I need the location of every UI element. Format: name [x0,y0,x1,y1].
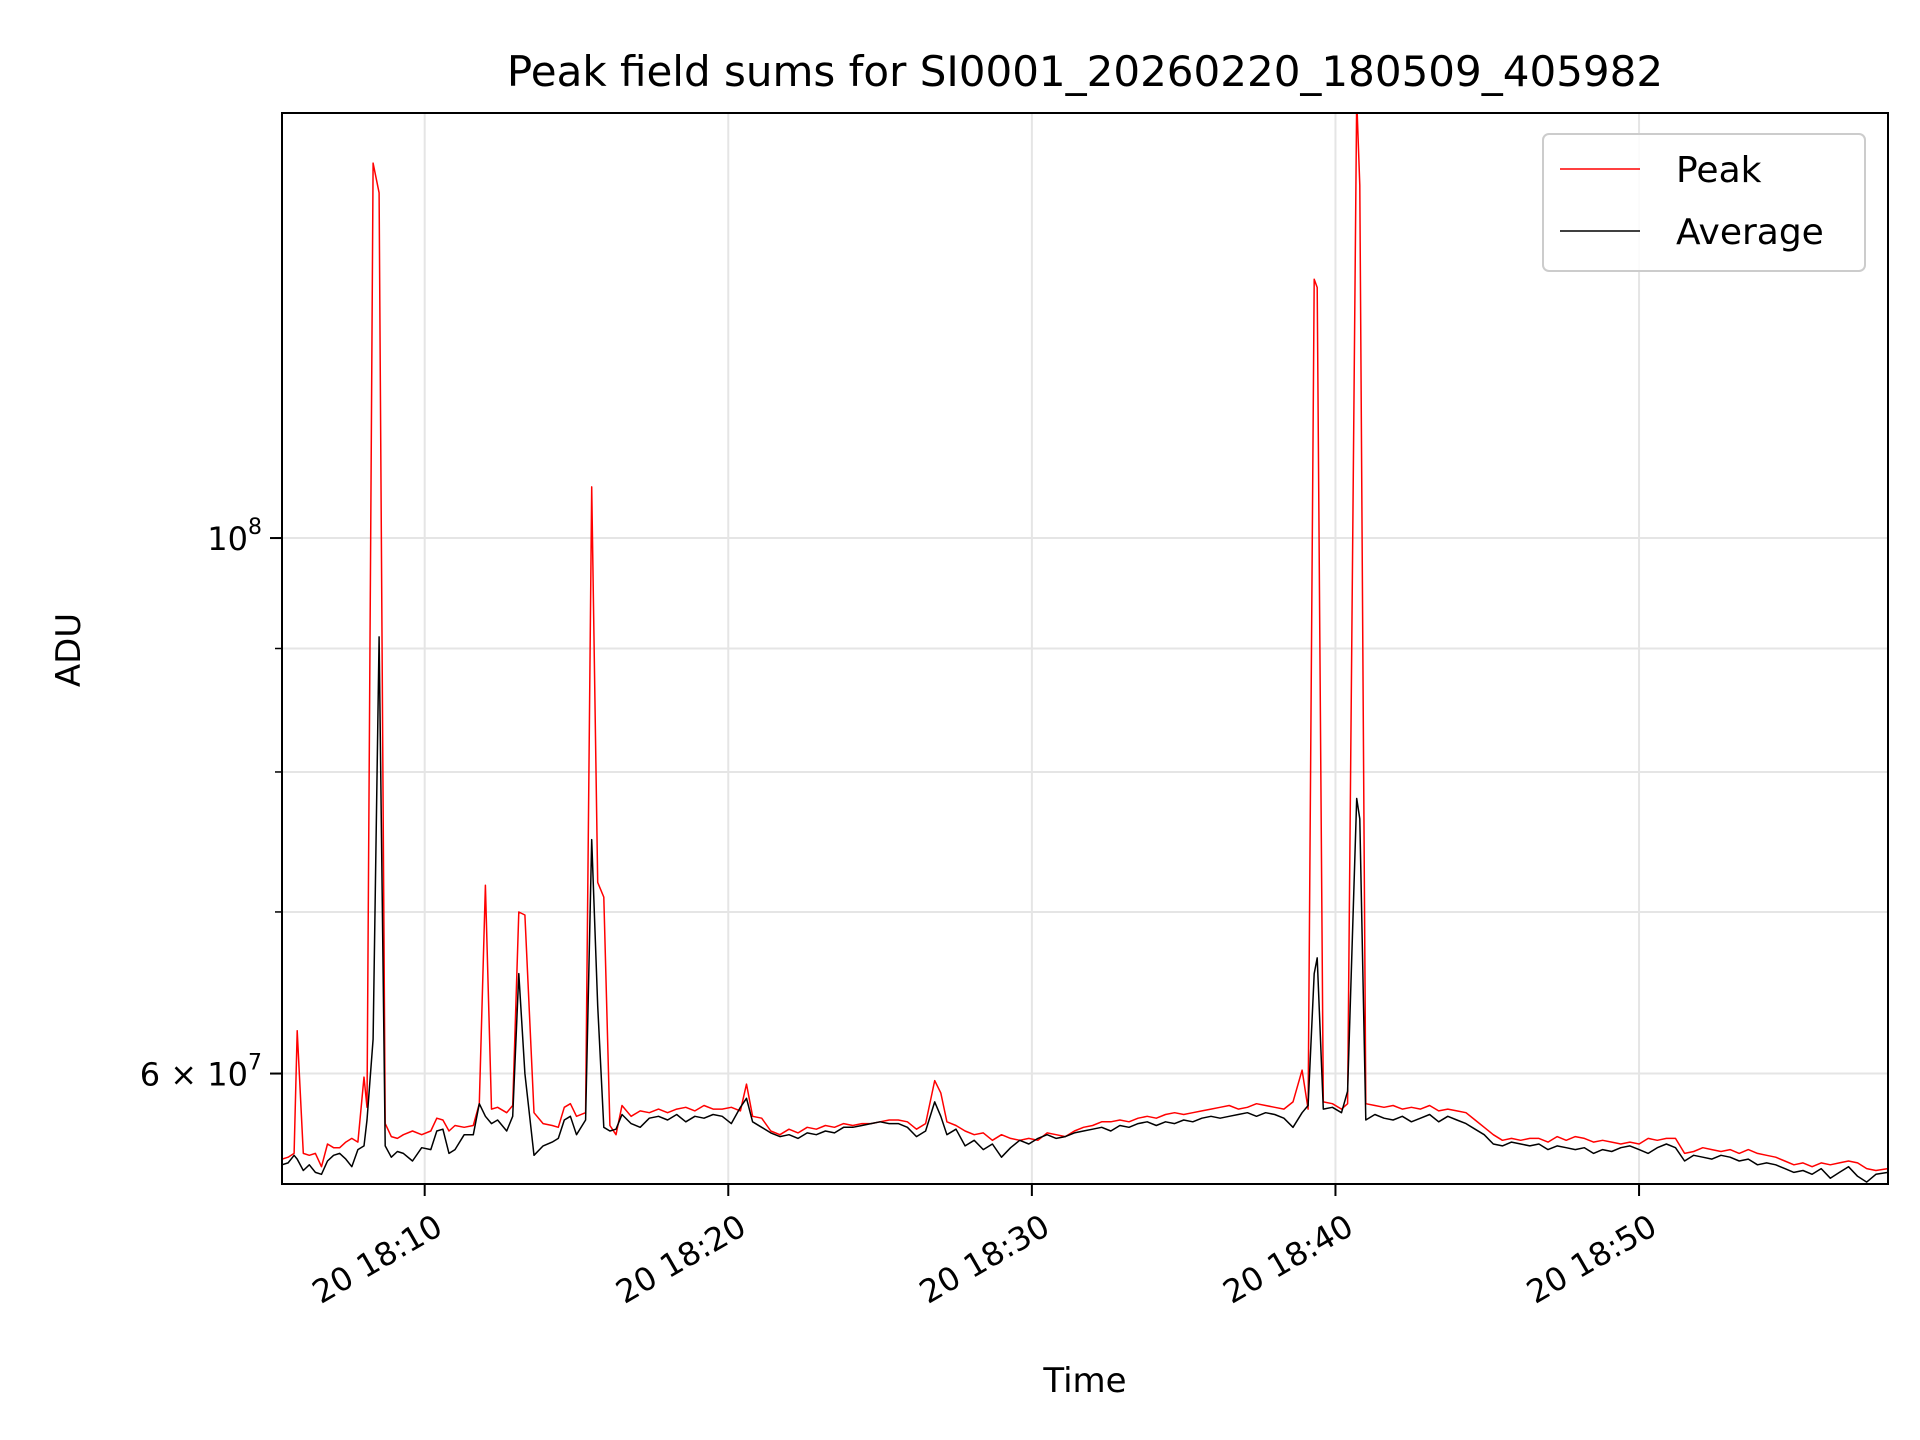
series-line-peak [282,113,1888,1172]
series-line-average [282,636,1888,1183]
y-axis-label: ADU [49,613,89,687]
legend-average-label: Average [1676,212,1824,253]
x-axis-label: Time [1042,1361,1126,1401]
legend: Peak Average [1542,133,1866,272]
chart-title: Peak field sums for SI0001_20260220_1805… [507,47,1663,96]
grid-lines [282,113,1888,1184]
y-tick-label: 108 [207,515,262,558]
y-tick-label: 6 × 107 [140,1051,262,1094]
series-layer [282,113,1888,1183]
legend-peak-label: Peak [1676,150,1762,191]
